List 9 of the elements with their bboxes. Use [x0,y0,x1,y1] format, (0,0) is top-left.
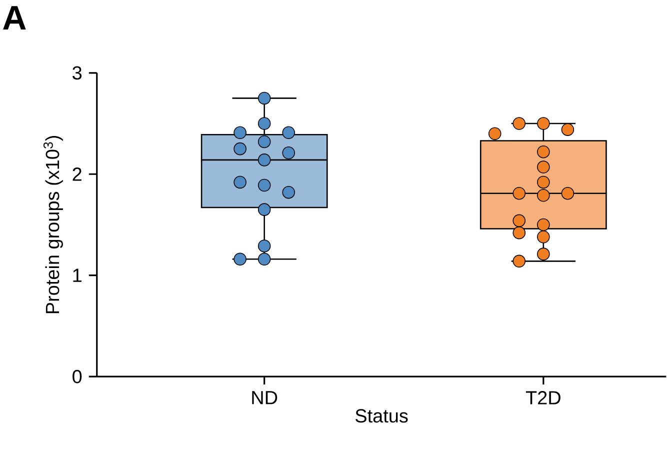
chart-title: A [3,6,26,30]
y-tick-label: 2 [72,167,82,181]
y-tick-label: 1 [73,268,82,282]
y-tick-label: 0 [72,370,82,384]
y-tick-label: 3 [72,66,82,80]
x-axis-title: Status [356,408,408,422]
x-tick-label: ND [252,390,278,404]
x-tick-label: T2D [526,390,560,404]
y-axis-title: Protein groups (x10$^{3}$) [43,136,63,313]
